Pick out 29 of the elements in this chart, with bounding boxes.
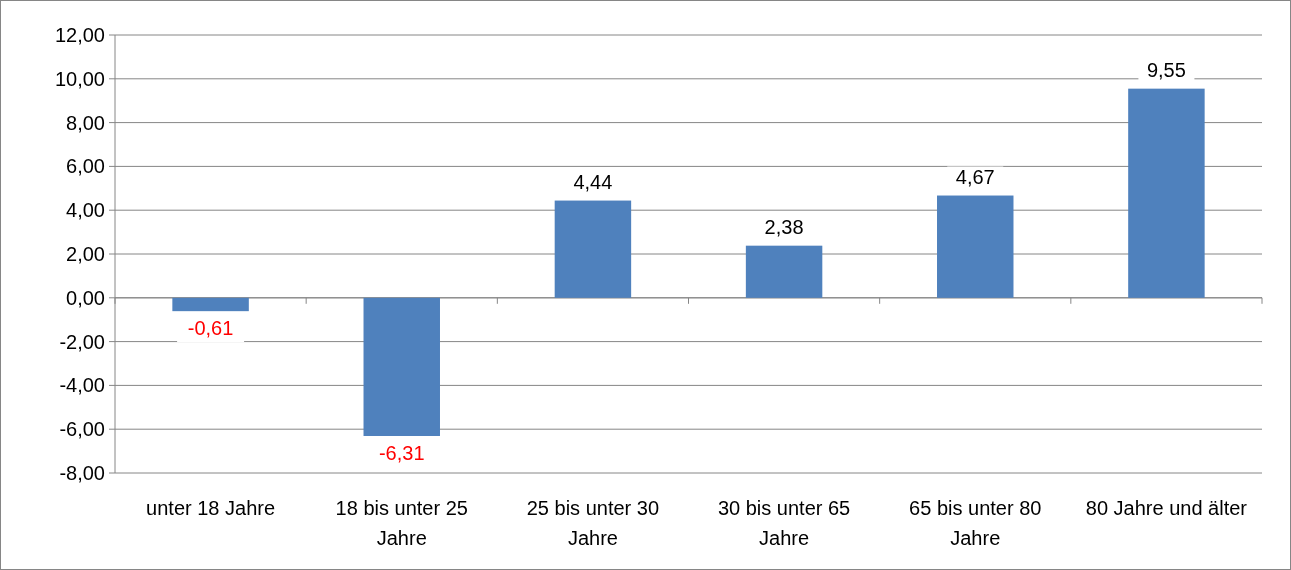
- y-tick-label: -4,00: [59, 374, 105, 397]
- data-label: -6,31: [378, 441, 425, 464]
- y-tick-label: 0,00: [66, 286, 105, 309]
- data-label: 2,38: [764, 215, 804, 238]
- y-tick-label: -8,00: [59, 462, 105, 484]
- data-label: -0,61: [187, 317, 234, 340]
- x-tick-label: 18 bis unter 25 Jahre: [335, 497, 468, 549]
- bar: [937, 195, 1014, 298]
- data-label: 4,44: [573, 170, 613, 193]
- x-tick-label: 80 Jahre und älter: [1085, 497, 1248, 519]
- data-label: 4,67: [955, 165, 995, 188]
- bar: [554, 200, 632, 298]
- bar: [1128, 88, 1205, 298]
- x-tick-label: 25 bis unter 30 Jahre: [526, 497, 660, 549]
- bar: [745, 245, 823, 298]
- x-tick-label: 65 bis unter 80 Jahre: [909, 497, 1042, 549]
- y-tick-label: 10,00: [54, 67, 105, 90]
- y-tick-label: 8,00: [66, 111, 105, 134]
- y-tick-label: 2,00: [66, 243, 105, 265]
- y-tick-label: -6,00: [59, 418, 105, 441]
- x-tick-label: 30 bis unter 65 Jahre: [717, 497, 851, 549]
- y-tick-label: 6,00: [66, 155, 105, 178]
- y-tick-label: 4,00: [66, 199, 105, 222]
- x-tick-label: unter 18 Jahre: [146, 497, 276, 519]
- y-tick-label: -2,00: [59, 330, 105, 353]
- bar: [363, 297, 440, 436]
- data-label: 9,55: [1146, 58, 1186, 81]
- bar: [172, 297, 249, 312]
- y-tick-label: 12,00: [54, 24, 105, 46]
